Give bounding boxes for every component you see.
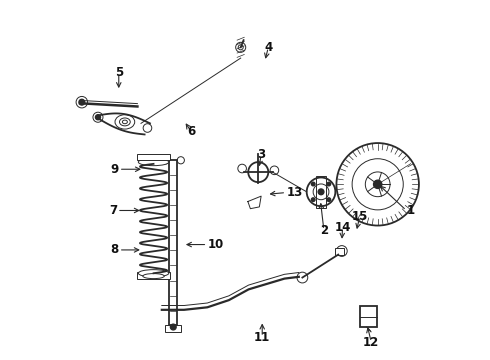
Text: 9: 9 xyxy=(111,163,119,176)
Ellipse shape xyxy=(143,274,164,279)
Text: 14: 14 xyxy=(334,221,351,234)
Ellipse shape xyxy=(120,118,130,126)
Text: 2: 2 xyxy=(320,224,328,237)
Circle shape xyxy=(312,198,315,202)
Circle shape xyxy=(318,189,324,195)
Ellipse shape xyxy=(138,270,169,277)
Bar xyxy=(360,306,377,327)
Text: 4: 4 xyxy=(264,41,272,54)
Text: 12: 12 xyxy=(363,336,379,348)
Circle shape xyxy=(171,324,176,330)
Text: 8: 8 xyxy=(111,243,119,256)
Bar xyxy=(335,248,344,255)
Bar xyxy=(166,325,181,332)
Text: 10: 10 xyxy=(207,238,223,251)
Circle shape xyxy=(79,99,85,105)
Circle shape xyxy=(327,182,331,186)
Circle shape xyxy=(96,115,100,120)
Circle shape xyxy=(312,182,315,186)
Text: 3: 3 xyxy=(257,148,265,161)
Text: 11: 11 xyxy=(254,330,270,343)
Circle shape xyxy=(327,198,331,202)
Text: 7: 7 xyxy=(109,204,117,217)
Bar xyxy=(137,154,170,159)
Polygon shape xyxy=(248,196,261,209)
Ellipse shape xyxy=(122,120,127,124)
Text: 13: 13 xyxy=(286,186,302,199)
Bar xyxy=(170,160,177,325)
Text: 5: 5 xyxy=(115,66,123,79)
Bar xyxy=(316,176,326,208)
Text: 6: 6 xyxy=(187,125,196,138)
Text: 1: 1 xyxy=(406,204,415,217)
Text: 15: 15 xyxy=(351,210,368,223)
Bar xyxy=(137,272,170,279)
Circle shape xyxy=(373,180,382,188)
Ellipse shape xyxy=(138,158,169,166)
Ellipse shape xyxy=(115,115,135,129)
